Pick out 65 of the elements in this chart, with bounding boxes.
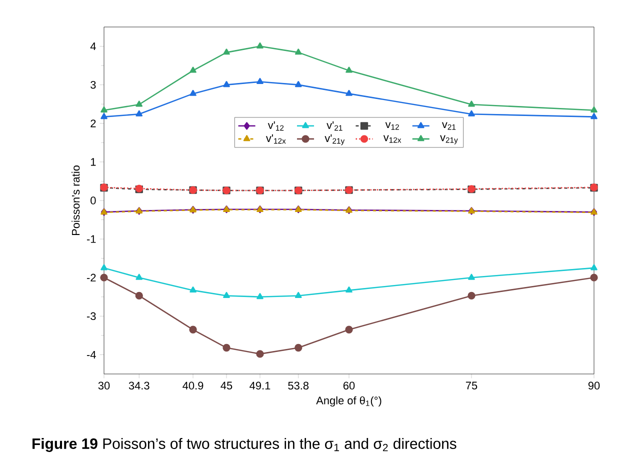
y-tick-label: 1	[90, 158, 96, 166]
legend-label: v$_{12x}$	[383, 135, 402, 143]
point	[136, 110, 143, 116]
point	[222, 344, 230, 352]
legend-label: v'$_{12x}$	[266, 134, 286, 144]
y-tick-label: -3	[86, 312, 96, 320]
point	[345, 326, 353, 334]
point	[468, 110, 475, 116]
point	[100, 112, 108, 120]
point	[190, 90, 196, 96]
y-tick-label: 0	[90, 196, 96, 204]
point	[590, 112, 598, 120]
point	[100, 106, 108, 113]
y-tick-label: 2	[90, 120, 96, 128]
text: Figure 19 Poisson’s of two structures in the σ$_{1}$ and σ$_{2}$ directions	[32, 438, 456, 452]
point	[468, 100, 475, 107]
point	[136, 274, 143, 280]
point	[590, 264, 598, 270]
x-tick-label: 40.9	[182, 382, 204, 390]
x-tick-label: 60	[343, 382, 355, 390]
point	[346, 90, 352, 96]
x-tick-label: 49.1	[250, 382, 270, 390]
legend-label: v'$_{21y}$	[324, 134, 345, 146]
point	[256, 42, 264, 49]
point	[223, 292, 230, 298]
y-tick-label: -4	[86, 350, 96, 358]
legend-label: v$_{21y}$	[440, 135, 458, 144]
point	[256, 350, 264, 358]
x-tick-label: 34.3	[128, 382, 150, 390]
point	[190, 286, 196, 293]
x-tick-label: 45	[220, 382, 232, 390]
point	[294, 344, 302, 352]
point	[256, 293, 264, 300]
point	[468, 292, 476, 300]
point	[223, 80, 230, 88]
point	[100, 264, 108, 270]
point	[468, 274, 475, 280]
legend-label: v$_{21}$	[442, 122, 456, 130]
point	[346, 286, 352, 293]
point	[346, 66, 352, 73]
legend-label: v$_{12}$	[385, 122, 399, 130]
y-tick-label: -2	[86, 274, 96, 282]
x-tick-label: 90	[588, 382, 600, 390]
point	[294, 80, 302, 88]
legend-label: v'$_{12}$	[268, 121, 284, 131]
y-axis-title: Poisson's ratio	[72, 166, 80, 236]
y-tick-label: 4	[90, 42, 96, 50]
point	[189, 326, 197, 334]
point	[590, 274, 598, 282]
point	[190, 66, 196, 73]
y-tick-label: -1	[86, 235, 96, 243]
x-tick-label: 30	[98, 382, 110, 390]
x-tick-label: 53.8	[288, 382, 309, 390]
point	[294, 292, 302, 298]
y-tick-label: 3	[90, 80, 96, 89]
point	[100, 274, 108, 282]
point	[590, 106, 598, 113]
point	[256, 78, 264, 84]
point	[136, 100, 143, 107]
x-tick-label: 75	[466, 382, 478, 390]
x-axis-title: Angle of θ$_{1}$(°)	[316, 396, 382, 407]
legend-label: v'$_{21}$	[326, 121, 342, 131]
point	[135, 292, 143, 300]
point	[223, 48, 230, 55]
point	[294, 48, 302, 55]
